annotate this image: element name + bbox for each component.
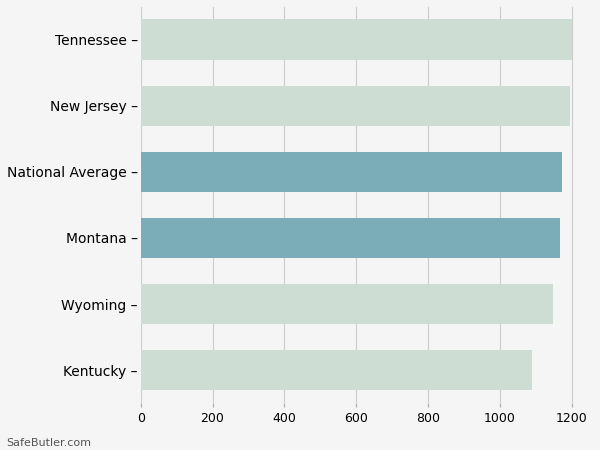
Bar bbox=[141, 350, 532, 391]
Bar bbox=[141, 217, 560, 258]
Bar bbox=[141, 86, 570, 126]
Bar bbox=[141, 152, 562, 193]
Text: SafeButler.com: SafeButler.com bbox=[6, 437, 91, 447]
Bar bbox=[141, 19, 572, 60]
Bar bbox=[141, 284, 553, 324]
